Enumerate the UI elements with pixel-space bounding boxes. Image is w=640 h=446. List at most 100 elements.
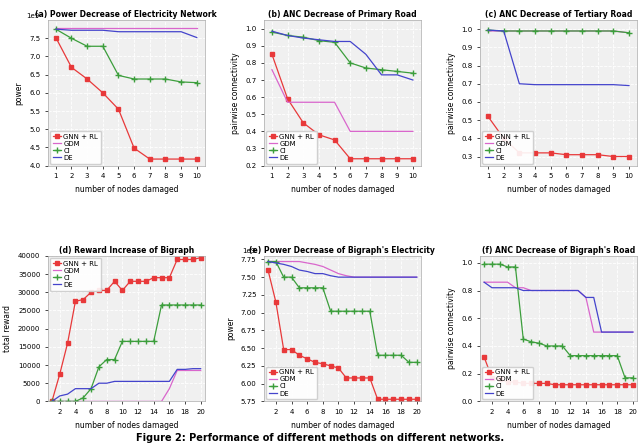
GDM <box>346 129 354 134</box>
GNN + RL <box>374 396 381 402</box>
CI <box>594 28 602 33</box>
GNN + RL <box>296 353 303 358</box>
DE <box>488 285 496 290</box>
CI <box>366 309 374 314</box>
GDM <box>625 30 633 36</box>
GDM <box>598 330 605 335</box>
GNN + RL <box>511 379 519 384</box>
CI <box>394 69 401 74</box>
GDM <box>527 288 535 293</box>
DE <box>511 285 519 290</box>
X-axis label: number of nodes damaged: number of nodes damaged <box>507 185 611 194</box>
CI <box>504 264 511 270</box>
GDM <box>268 67 276 72</box>
DE <box>480 280 488 285</box>
DE <box>342 274 350 280</box>
CI <box>335 309 342 314</box>
CI <box>56 399 63 404</box>
CI <box>48 399 56 404</box>
CI <box>362 65 370 70</box>
GNN + RL <box>504 379 511 384</box>
GDM <box>118 399 126 404</box>
GDM <box>594 28 602 33</box>
CI <box>162 76 170 82</box>
DE <box>515 81 523 87</box>
DE <box>264 259 272 264</box>
GDM <box>500 28 508 33</box>
CI <box>131 76 138 82</box>
DE <box>366 274 374 280</box>
GDM <box>303 260 311 266</box>
GNN + RL <box>311 359 319 365</box>
GDM <box>613 330 621 335</box>
DE <box>563 82 570 87</box>
DE <box>72 386 79 391</box>
DE <box>189 366 196 372</box>
Line: CI: CI <box>269 29 415 76</box>
CI <box>358 309 366 314</box>
GDM <box>52 25 60 31</box>
Line: GDM: GDM <box>484 282 633 332</box>
DE <box>625 83 633 88</box>
Title: (a) Power Decrease of Electricity Network: (a) Power Decrease of Electricity Networ… <box>35 10 217 19</box>
Y-axis label: total reward: total reward <box>3 305 12 352</box>
GDM <box>484 28 492 33</box>
Line: DE: DE <box>484 282 633 332</box>
GDM <box>173 368 181 373</box>
DE <box>296 268 303 273</box>
Legend: GNN + RL, GDM, CI, DE: GNN + RL, GDM, CI, DE <box>483 131 533 164</box>
Line: GNN + RL: GNN + RL <box>54 36 198 161</box>
GNN + RL <box>563 152 570 157</box>
GNN + RL <box>52 35 60 40</box>
GNN + RL <box>166 275 173 281</box>
DE <box>578 82 586 87</box>
Y-axis label: pairwise connectivity: pairwise connectivity <box>447 288 456 369</box>
CI <box>146 76 154 82</box>
DE <box>150 379 157 384</box>
Title: (f) ANC Decrease of Bigraph's Road: (f) ANC Decrease of Bigraph's Road <box>482 246 635 255</box>
GDM <box>590 330 598 335</box>
CI <box>480 261 488 267</box>
DE <box>173 367 181 372</box>
GDM <box>504 280 511 285</box>
GNN + RL <box>331 137 339 143</box>
GNN + RL <box>582 382 589 388</box>
CI <box>331 40 339 45</box>
DE <box>193 35 200 40</box>
CI <box>527 339 535 344</box>
GNN + RL <box>590 382 598 388</box>
GNN + RL <box>177 157 185 162</box>
DE <box>300 35 307 41</box>
DE <box>496 285 504 290</box>
DE <box>531 82 539 87</box>
CI <box>319 285 326 290</box>
GDM <box>342 273 350 278</box>
GNN + RL <box>594 152 602 157</box>
CI <box>605 353 613 358</box>
DE <box>543 288 550 293</box>
GNN + RL <box>146 157 154 162</box>
GDM <box>296 259 303 264</box>
GNN + RL <box>83 76 91 82</box>
GDM <box>366 274 374 280</box>
GNN + RL <box>264 268 272 273</box>
GNN + RL <box>162 157 170 162</box>
CI <box>272 259 280 264</box>
GNN + RL <box>566 382 574 388</box>
GNN + RL <box>126 279 134 284</box>
GDM <box>327 268 335 273</box>
GDM <box>264 259 272 264</box>
DE <box>574 288 582 293</box>
GDM <box>99 25 107 31</box>
CI <box>625 30 633 36</box>
GDM <box>566 288 574 293</box>
GDM <box>103 399 111 404</box>
GDM <box>83 25 91 31</box>
GNN + RL <box>578 152 586 157</box>
DE <box>303 269 311 274</box>
CI <box>551 343 559 349</box>
Y-axis label: pairwise connectivity: pairwise connectivity <box>230 52 239 134</box>
CI <box>99 44 107 49</box>
CI <box>103 357 111 362</box>
GDM <box>115 25 122 31</box>
